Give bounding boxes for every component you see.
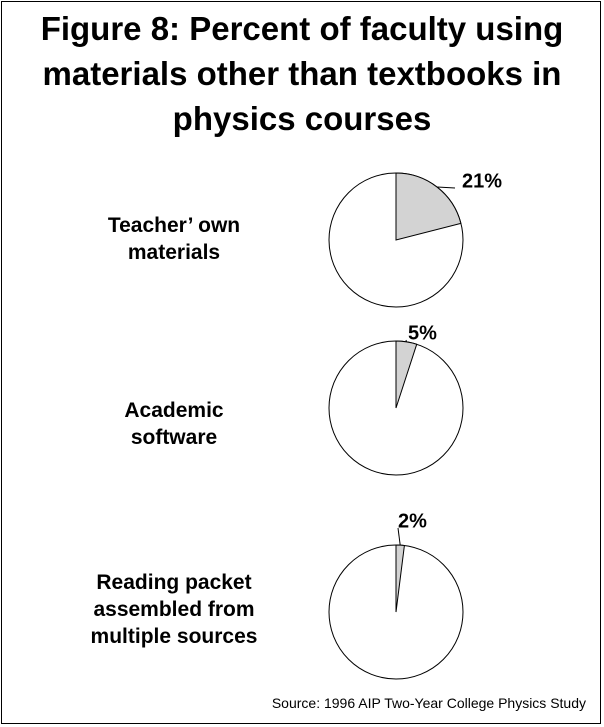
- pie-label-line: Academic: [124, 399, 224, 422]
- pie-3: 2%: [328, 510, 464, 680]
- data-label: 5%: [408, 322, 437, 344]
- pie-label-line: software: [130, 426, 218, 449]
- pie-1: 21%: [328, 170, 502, 308]
- pie-label-line: multiple sources: [90, 625, 258, 648]
- title-line-1: Figure 8: Percent of faculty using: [40, 10, 564, 47]
- pie-label-academic-software: Academic software: [44, 397, 304, 451]
- title-line-3: physics courses: [172, 100, 432, 137]
- pie-label-line: assembled from: [93, 598, 255, 621]
- pie-label-line: Reading packet: [96, 571, 252, 594]
- data-label: 21%: [462, 170, 502, 192]
- leader-line: [397, 527, 401, 546]
- pie-slice: [395, 172, 462, 241]
- pie-label-reading-packet: Reading packet assembled from multiple s…: [44, 569, 304, 650]
- title-line-2: materials other than textbooks in: [42, 55, 562, 92]
- data-label: 2%: [398, 510, 427, 532]
- pie-2: 5%: [328, 322, 464, 476]
- pie-label-line: Teacher’ own: [107, 214, 241, 237]
- pie-label-teacher-materials: Teacher’ own materials: [44, 212, 304, 266]
- leader-line: [437, 186, 456, 189]
- chart-title: Figure 8: Percent of faculty using mater…: [0, 6, 604, 141]
- source-note: Source: 1996 AIP Two-Year College Physic…: [271, 695, 586, 711]
- pie-label-line: materials: [127, 241, 221, 264]
